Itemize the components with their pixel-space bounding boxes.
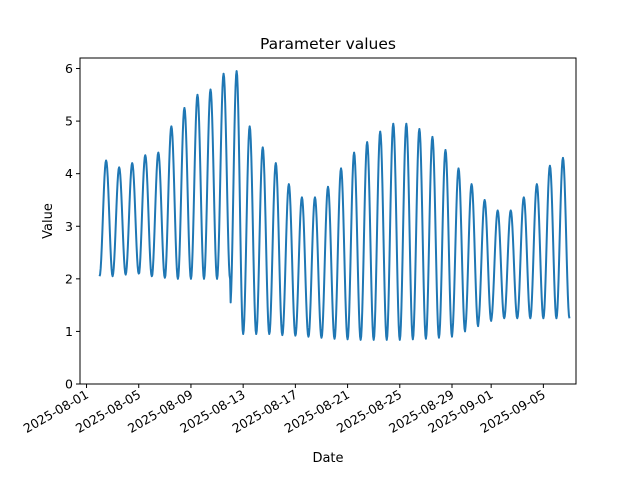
- y-tick-label: 5: [65, 114, 73, 129]
- y-axis-title: Value: [41, 203, 56, 239]
- y-tick-label: 4: [65, 166, 73, 181]
- data-point-peak: [522, 196, 525, 199]
- data-point-peak: [196, 93, 199, 96]
- data-point-peak: [261, 146, 264, 149]
- data-point-peak: [183, 107, 186, 109]
- data-point-peak: [535, 183, 538, 186]
- series-layer: [98, 70, 571, 341]
- y-tick-label: 0: [65, 377, 73, 392]
- data-point-peak: [457, 167, 460, 170]
- data-point-peak: [157, 151, 160, 154]
- data-point-peak: [353, 151, 356, 154]
- data-point-peak: [144, 154, 147, 157]
- data-point-peak: [287, 183, 290, 186]
- y-tick-label: 2: [65, 271, 73, 286]
- data-point-peak: [209, 88, 212, 91]
- data-point-peak: [392, 122, 395, 125]
- data-point-peak: [118, 166, 121, 169]
- data-point-peak: [562, 157, 564, 159]
- data-point-peak: [248, 125, 251, 128]
- data-point-peak: [405, 122, 408, 125]
- data-point-peak: [366, 141, 369, 144]
- y-axis: 0 1 2 3 4 5 6: [65, 61, 80, 392]
- data-point-peak: [379, 130, 382, 133]
- data-point-peak: [300, 196, 303, 199]
- data-point-peak: [170, 125, 173, 128]
- data-point-peak: [496, 209, 499, 212]
- y-tick-label: 1: [65, 324, 73, 339]
- data-point-peak: [483, 199, 486, 201]
- data-point-peak: [131, 162, 134, 165]
- data-point-peak: [418, 128, 421, 130]
- data-point-peak: [340, 167, 342, 170]
- data-point-peak: [509, 209, 512, 212]
- data-point-peak: [431, 135, 434, 138]
- plot-frame: [79, 57, 577, 385]
- data-point-peak: [105, 159, 108, 162]
- data-point-peak: [235, 70, 238, 73]
- data-point-peak: [327, 185, 329, 188]
- data-point-peak: [222, 72, 225, 75]
- data-point-peak: [274, 162, 277, 165]
- data-point-peak: [470, 183, 473, 186]
- data-point-peak: [444, 149, 447, 151]
- series-line: [98, 70, 571, 341]
- y-tick-label: 6: [65, 61, 73, 76]
- data-point-peak: [548, 164, 551, 167]
- x-axis-title: Date: [312, 451, 343, 466]
- chart-title: Parameter values: [260, 35, 396, 53]
- x-axis: 2025-08-012025-08-052025-08-092025-08-13…: [21, 384, 548, 436]
- data-point-peak: [314, 196, 316, 199]
- y-tick-label: 3: [65, 219, 73, 234]
